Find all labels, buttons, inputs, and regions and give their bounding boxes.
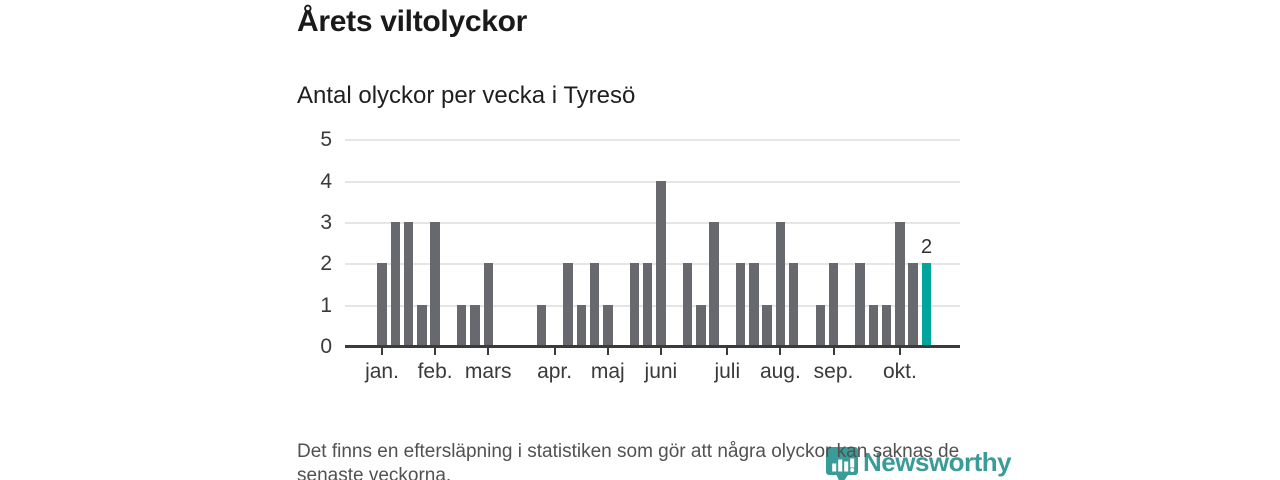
gridline xyxy=(345,180,960,183)
newsworthy-pin-bar-chart-icon xyxy=(826,446,858,480)
x-axis-tick xyxy=(381,348,383,355)
bar xyxy=(470,304,480,346)
last-value-label: 2 xyxy=(920,236,933,259)
x-axis-tick xyxy=(553,348,556,355)
bar xyxy=(696,304,706,346)
bar xyxy=(576,304,586,346)
bar xyxy=(417,304,427,346)
newsworthy-logo-text: Newsworthy xyxy=(863,447,1012,477)
page-title: Årets viltolyckor xyxy=(297,5,527,38)
x-axis-tick xyxy=(659,348,662,355)
x-axis-month-label: sep. xyxy=(813,360,854,383)
x-axis-month-label: jan. xyxy=(365,360,399,383)
bar xyxy=(483,263,493,346)
x-axis-month-label: juli xyxy=(714,360,741,383)
bar xyxy=(656,180,666,346)
bar xyxy=(735,263,746,346)
x-axis-month-label: okt. xyxy=(882,360,917,383)
bar xyxy=(709,221,719,346)
bar xyxy=(629,263,640,346)
x-axis-month-label: apr. xyxy=(537,360,573,383)
x-axis-tick xyxy=(434,348,437,355)
bar xyxy=(855,263,865,346)
bar xyxy=(589,263,600,346)
bar xyxy=(563,263,573,346)
bar xyxy=(908,263,918,346)
y-axis-label: 0 xyxy=(320,335,332,358)
bar xyxy=(390,221,400,346)
x-axis-tick xyxy=(606,348,609,355)
x-axis-tick xyxy=(487,348,490,355)
highlighted-bar xyxy=(921,263,932,346)
bar xyxy=(788,263,799,346)
gridline xyxy=(345,221,960,224)
x-axis-month-label: maj xyxy=(590,360,625,383)
bar xyxy=(775,221,786,346)
bar xyxy=(868,304,879,346)
bar xyxy=(642,263,653,346)
x-axis-tick xyxy=(832,348,835,355)
bar xyxy=(815,304,825,346)
y-axis-label: 1 xyxy=(320,293,332,317)
gridline xyxy=(345,139,960,142)
x-axis-month-label: feb. xyxy=(417,360,453,383)
chart-subtitle: Antal olyckor per vecka i Tyresö xyxy=(297,82,636,109)
x-axis-tick xyxy=(779,348,782,355)
bar xyxy=(682,263,693,346)
bar xyxy=(749,263,759,346)
gridline xyxy=(345,263,960,266)
x-axis-line xyxy=(345,345,960,348)
y-axis-label: 4 xyxy=(320,169,332,193)
bar xyxy=(881,304,892,346)
footer-note: Det finns en eftersläpning i statistiken… xyxy=(297,441,960,480)
bar xyxy=(828,263,839,346)
x-axis-tick xyxy=(726,348,729,355)
y-axis-label: 3 xyxy=(320,210,332,234)
x-axis-month-label: juni xyxy=(644,360,678,383)
y-axis-label: 5 xyxy=(320,128,332,152)
x-axis-tick xyxy=(898,348,901,355)
bar xyxy=(403,221,414,346)
bar xyxy=(456,304,467,346)
bar xyxy=(377,263,387,346)
x-axis-month-label: mars xyxy=(464,360,512,383)
bar xyxy=(895,221,905,346)
bar xyxy=(603,304,613,346)
x-axis-month-label: aug. xyxy=(759,360,801,383)
y-axis-label: 2 xyxy=(320,252,332,276)
gridline xyxy=(345,304,960,307)
bar xyxy=(536,304,547,346)
bar xyxy=(762,304,772,346)
bar xyxy=(430,221,440,346)
newsworthy-logo[interactable]: Newsworthy xyxy=(826,446,1012,480)
